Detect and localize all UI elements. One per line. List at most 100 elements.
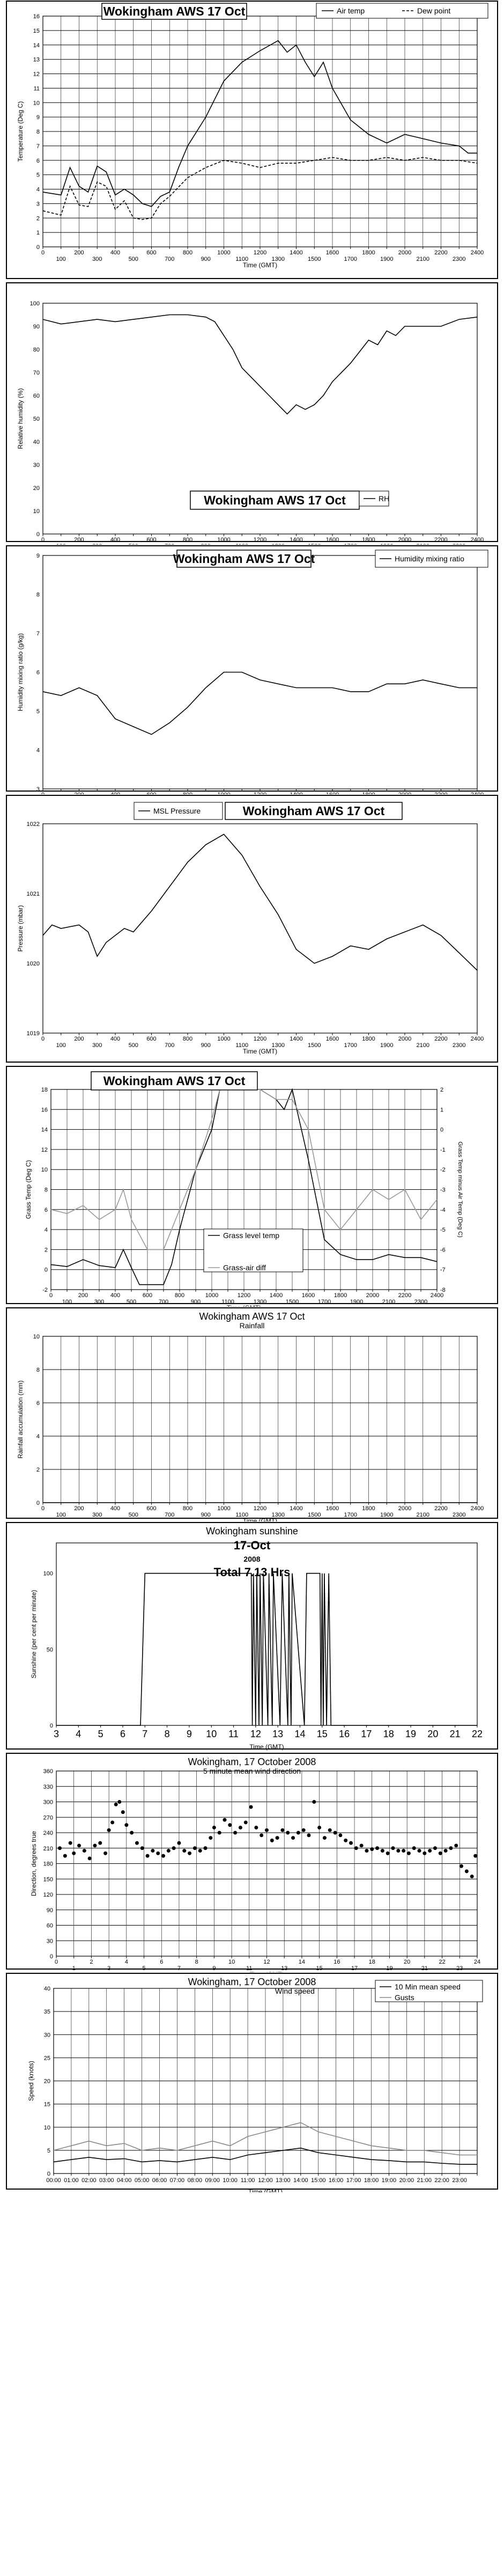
data-point xyxy=(438,1851,442,1855)
x-tick-label: 16 xyxy=(333,1959,340,1965)
pressure-chart: 1019 1020 1021 1022 0 100 200 300 400 500 600 700 80… xyxy=(5,794,499,1065)
y-tick-label: 60 xyxy=(33,393,40,399)
y-tick-label: 50 xyxy=(33,416,40,422)
data-point xyxy=(428,1849,432,1853)
title-box xyxy=(91,1071,258,1091)
x-tick-label: 1000 xyxy=(205,1292,218,1299)
x-tick-label: 23 xyxy=(456,1965,463,1972)
x-tick-label: 02:00 xyxy=(81,2177,97,2184)
title-box xyxy=(225,802,403,820)
chart-title: Wokingham AWS 17 Oct xyxy=(204,493,346,507)
x-tick-label: 100 xyxy=(56,543,66,545)
data-point xyxy=(117,1800,122,1804)
x-axis-label: Time (GMT) xyxy=(243,1048,277,1055)
chart-subtitle: Wind speed xyxy=(275,1987,315,1995)
x-axis-label: Time (GMT) xyxy=(249,1971,284,1972)
x-tick-label: 7 xyxy=(142,1729,147,1739)
legend-label: Grass-air diff xyxy=(223,1263,266,1272)
x-tick-label: 1400 xyxy=(270,1292,283,1299)
y-tick-label: 240 xyxy=(43,1830,53,1836)
chart-frame xyxy=(6,1,498,279)
data-point xyxy=(344,1838,348,1842)
y-tick-label: 300 xyxy=(43,1799,53,1806)
y-tick-label: 30 xyxy=(47,1938,53,1944)
data-point xyxy=(233,1831,238,1835)
x-tick-label: 19:00 xyxy=(382,2177,397,2184)
data-point xyxy=(145,1854,150,1858)
y-tick-label: 13 xyxy=(33,57,40,63)
x-tick-label: 04:00 xyxy=(117,2177,132,2184)
y2-tick-label: -4 xyxy=(440,1207,446,1213)
x-tick-label: 700 xyxy=(165,543,174,545)
series-line xyxy=(42,157,478,220)
data-point xyxy=(417,1849,421,1853)
x-tick-label: 400 xyxy=(110,250,120,256)
chart-title: Wokingham sunshine xyxy=(206,1526,298,1536)
legend-label: 10 Min mean speed xyxy=(395,1982,461,1991)
y-axis-label: Speed (knots) xyxy=(27,2061,35,2101)
data-point xyxy=(375,1846,380,1850)
y-tick-label: 100 xyxy=(43,1571,53,1577)
data-point xyxy=(98,1841,102,1845)
y-tick-label: 18 xyxy=(41,1087,48,1093)
x-tick-label: 19 xyxy=(405,1729,416,1739)
x-tick-label: 1800 xyxy=(362,537,375,543)
x-tick-label: 500 xyxy=(129,1042,138,1049)
rainfall-chart: 0 2 4 6 8 10 0 100 200 300 400 500 600 700 800 900 1000 1… xyxy=(5,1307,499,1521)
x-tick-label: 2000 xyxy=(398,250,411,256)
data-point xyxy=(135,1841,139,1845)
x-tick-label: 1400 xyxy=(290,250,302,256)
data-point xyxy=(130,1831,134,1835)
x-tick-label: 100 xyxy=(56,1512,66,1518)
x-tick-label: 1200 xyxy=(254,537,266,543)
chart-title: Wokingham AWS 17 Oct xyxy=(103,4,246,18)
data-point xyxy=(93,1843,97,1848)
chart-title: Wokingham, 17 October 2008 xyxy=(188,1977,316,1987)
x-tick-label: 300 xyxy=(92,543,102,545)
data-point xyxy=(338,1833,343,1838)
y-tick-label: 9 xyxy=(36,114,40,121)
legend-box xyxy=(375,550,488,568)
data-point xyxy=(473,1854,478,1858)
y-tick-label: 6 xyxy=(36,670,40,676)
y-tick-label: 8 xyxy=(36,129,40,135)
x-tick-label: 200 xyxy=(74,537,84,543)
x-tick-label: 21 xyxy=(450,1729,461,1739)
x-tick-label: 9 xyxy=(212,1965,216,1972)
y-tick-label: 10 xyxy=(33,508,40,515)
y-axis-label: Temperature (Deg C) xyxy=(17,101,24,162)
x-tick-label: 05:00 xyxy=(135,2177,150,2184)
x-tick-label: 1500 xyxy=(308,1042,321,1049)
x-tick-label: 100 xyxy=(62,1299,72,1305)
data-point xyxy=(328,1828,332,1832)
x-tick-label: 1800 xyxy=(362,792,375,794)
x-tick-label: 1700 xyxy=(344,543,357,545)
data-point xyxy=(140,1846,144,1850)
y-axis-label: Rainfall accumulation (mm) xyxy=(17,1380,24,1458)
x-tick-label: 2200 xyxy=(398,1292,411,1299)
x-tick-label: 0 xyxy=(41,250,45,256)
x-tick-label: 400 xyxy=(110,1292,120,1299)
x-tick-label: 1500 xyxy=(308,256,321,262)
x-tick-label: 1 xyxy=(72,1965,76,1972)
y-tick-label: 180 xyxy=(43,1861,53,1868)
chart-svg: 0102030405060708090100010020030040050060… xyxy=(6,282,498,545)
y2-axis-label: Grass Temp minus Air Temp (Deg C) xyxy=(457,1141,463,1238)
y-tick-label: 120 xyxy=(43,1892,53,1898)
chart-note: 2008 xyxy=(243,1555,260,1563)
x-tick-label: 15 xyxy=(316,1965,323,1972)
series-line xyxy=(42,833,478,971)
x-tick-label: 1900 xyxy=(380,543,393,545)
y-tick-label: 90 xyxy=(33,324,40,330)
x-tick-label: 18:00 xyxy=(364,2177,379,2184)
x-tick-label: 1900 xyxy=(350,1299,363,1305)
x-tick-label: 3 xyxy=(54,1729,59,1739)
y-tick-label: 330 xyxy=(43,1784,53,1790)
x-tick-label: 600 xyxy=(146,1505,156,1512)
y-tick-label: 60 xyxy=(47,1923,53,1929)
data-point xyxy=(391,1846,395,1850)
x-tick-label: 19 xyxy=(386,1965,392,1972)
x-tick-label: 06:00 xyxy=(152,2177,167,2184)
y-tick-label: 20 xyxy=(33,485,40,492)
